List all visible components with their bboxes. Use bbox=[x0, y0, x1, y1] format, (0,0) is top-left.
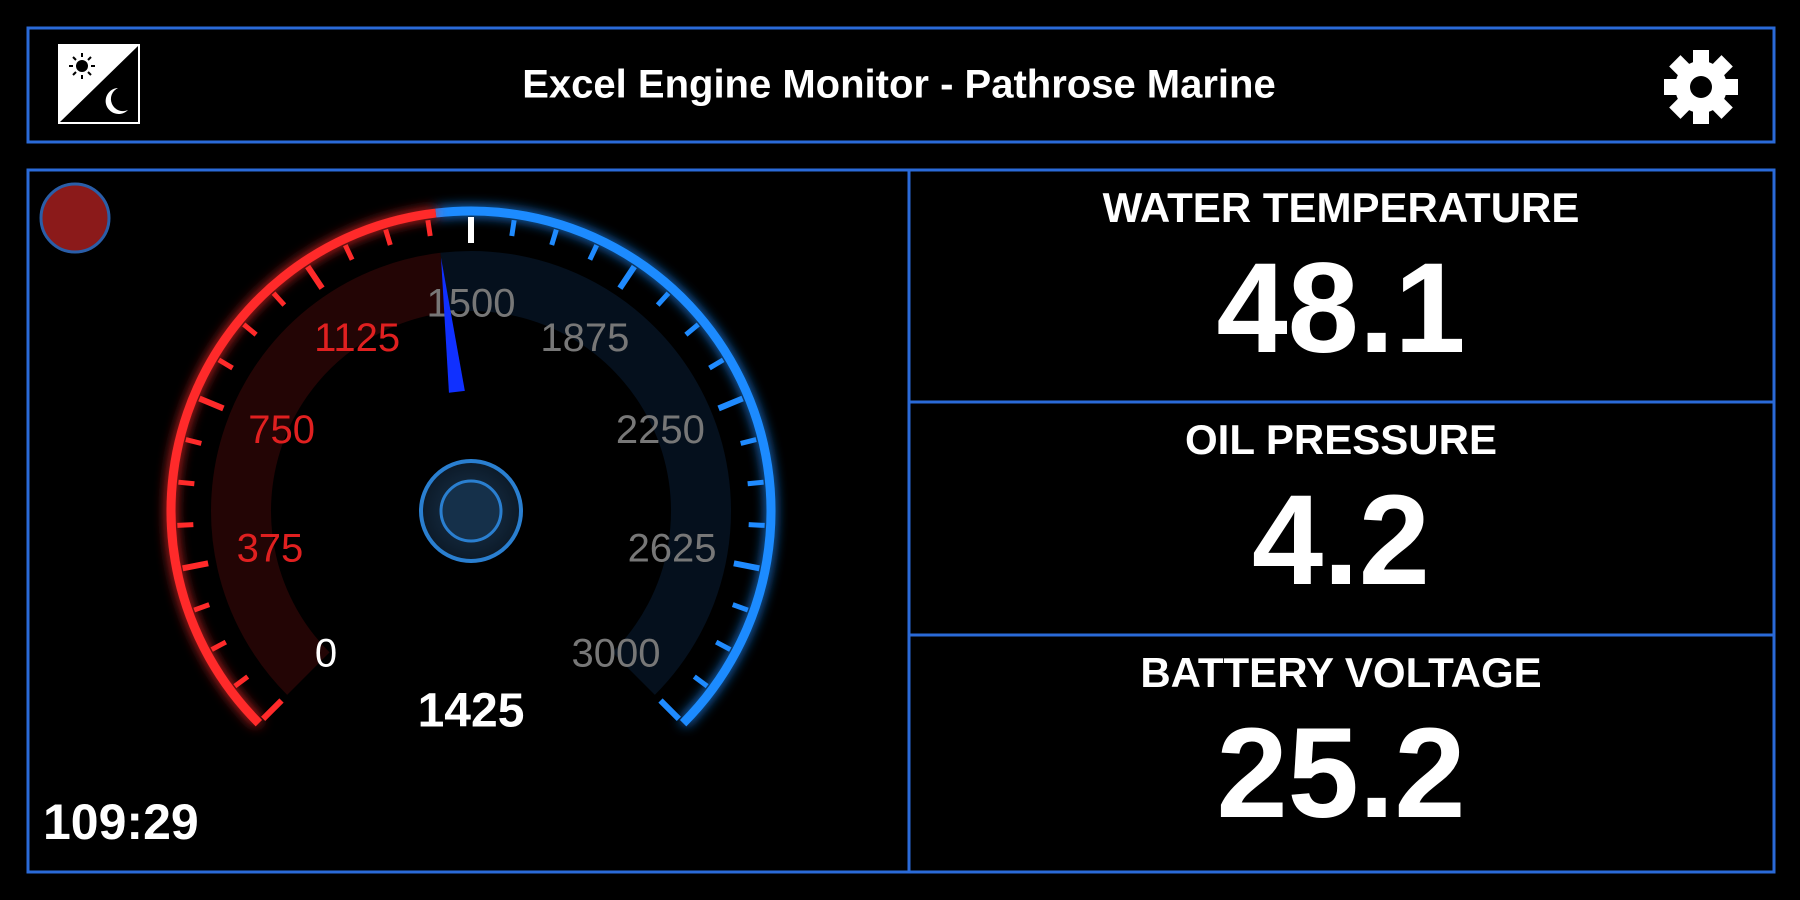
major-tick bbox=[305, 264, 325, 290]
gauge-progress bbox=[166, 208, 437, 727]
gauge-shade bbox=[211, 252, 448, 695]
readout-value: 48.1 bbox=[1216, 237, 1465, 380]
minor-tick bbox=[217, 357, 234, 371]
sun-icon bbox=[76, 60, 88, 72]
major-tick bbox=[658, 698, 682, 722]
gauge-track bbox=[435, 206, 776, 727]
gear-hole bbox=[1690, 76, 1712, 98]
rpm-gauge: 0 375 750 1125 1500 1875 2250 2625 3000 1425 bbox=[166, 206, 776, 738]
minor-tick bbox=[740, 437, 757, 446]
moon-icon bbox=[105, 88, 128, 114]
minor-tick bbox=[684, 322, 700, 337]
minor-tick bbox=[193, 602, 211, 613]
theme-toggle[interactable] bbox=[58, 44, 140, 124]
settings-button[interactable] bbox=[1664, 50, 1738, 124]
timer: 109:29 bbox=[43, 794, 199, 850]
readout-label: OIL PRESSURE bbox=[1185, 416, 1497, 463]
minor-tick bbox=[655, 291, 671, 307]
readouts: WATER TEMPERATURE 48.1 OIL PRESSURE 4.2 BATT… bbox=[1103, 184, 1580, 845]
minor-tick bbox=[714, 639, 732, 652]
minor-tick bbox=[210, 639, 228, 652]
minor-tick bbox=[242, 322, 258, 337]
minor-tick bbox=[747, 479, 764, 487]
major-tick bbox=[717, 395, 744, 412]
tick-label: 750 bbox=[248, 408, 315, 452]
minor-tick bbox=[549, 228, 559, 246]
readout-label: BATTERY VOLTAGE bbox=[1140, 649, 1541, 696]
tick-label: 2250 bbox=[616, 408, 705, 452]
minor-tick bbox=[748, 522, 765, 528]
needle-hub-inner bbox=[439, 479, 503, 543]
tick-label: 3000 bbox=[571, 632, 660, 676]
app-title: Excel Engine Monitor - Pathrose Marine bbox=[522, 63, 1275, 107]
major-tick bbox=[182, 560, 209, 572]
minor-tick bbox=[271, 291, 287, 307]
tick-label: 375 bbox=[237, 527, 304, 571]
readout-value: 25.2 bbox=[1216, 702, 1465, 845]
sun-rays bbox=[69, 53, 95, 79]
needle bbox=[441, 257, 465, 393]
gauge-shade bbox=[440, 251, 731, 695]
status-indicator bbox=[39, 182, 111, 254]
tick-label: 0 bbox=[315, 632, 337, 676]
major-tick bbox=[260, 698, 284, 722]
minor-tick bbox=[708, 357, 725, 371]
minor-tick bbox=[692, 674, 709, 689]
minor-tick bbox=[509, 219, 517, 237]
minor-tick bbox=[587, 244, 599, 261]
readout-panel bbox=[907, 633, 1776, 874]
tick-label: 1125 bbox=[314, 316, 400, 360]
minor-tick bbox=[731, 602, 749, 613]
theme-icon-dark bbox=[60, 46, 138, 122]
minor-tick bbox=[177, 522, 194, 528]
readout-label: WATER TEMPERATURE bbox=[1103, 184, 1580, 231]
tick-label: 2625 bbox=[628, 527, 717, 571]
minor-tick bbox=[343, 244, 355, 261]
major-tick bbox=[733, 560, 760, 572]
minor-tick bbox=[383, 228, 393, 246]
minor-tick bbox=[178, 479, 195, 487]
readout-value: 4.2 bbox=[1252, 469, 1430, 612]
minor-tick bbox=[185, 437, 202, 446]
major-tick bbox=[617, 264, 637, 290]
gear-teeth bbox=[1664, 50, 1738, 124]
tick-label: 1875 bbox=[540, 316, 629, 360]
header-frame bbox=[26, 26, 1776, 144]
minor-tick bbox=[425, 219, 433, 237]
minor-tick bbox=[233, 674, 250, 689]
rpm-value: 1425 bbox=[418, 685, 525, 738]
major-tick bbox=[198, 395, 225, 412]
tick-label: 1500 bbox=[427, 282, 516, 326]
